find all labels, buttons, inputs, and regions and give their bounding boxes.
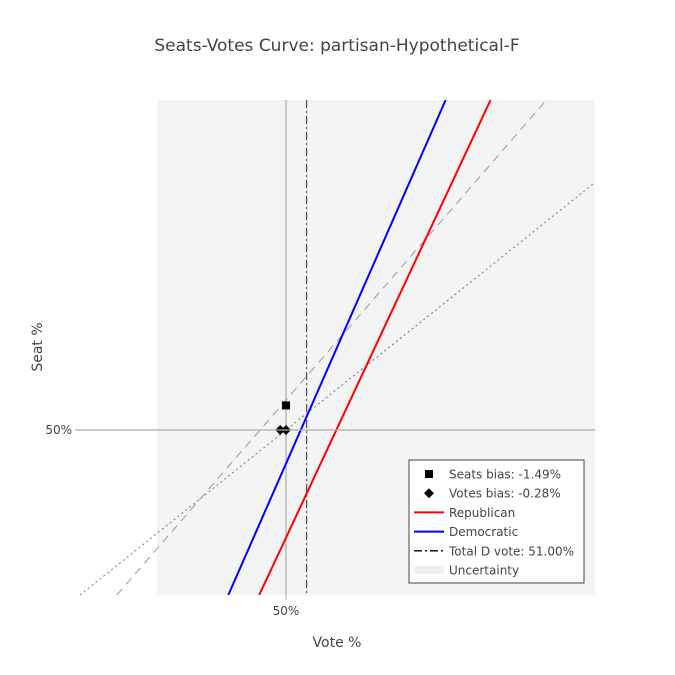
legend-entry-2: Republican <box>414 506 515 520</box>
responsive-line <box>116 100 547 595</box>
x-axis-label: Vote % <box>313 635 362 651</box>
chart-title: Seats-Votes Curve: partisan-Hypothetical… <box>154 36 519 56</box>
legend-label: Votes bias: -0.28% <box>449 487 561 501</box>
legend-label: Total D vote: 51.00% <box>448 544 574 558</box>
x-tick-label: 50% <box>273 604 300 618</box>
legend-symbol <box>425 470 433 478</box>
legend-box <box>408 459 585 584</box>
legend: Seats bias: -1.49% Votes bias: -0.28% Repu… <box>408 459 585 584</box>
legend-entry-5: Uncertainty <box>414 564 519 578</box>
legend-entry-3: Democratic <box>414 525 518 539</box>
axes: 50% 50% <box>45 423 595 618</box>
seats-bias-marker-0 <box>282 401 290 410</box>
proportional-line <box>80 181 595 595</box>
legend-symbol <box>414 566 444 574</box>
legend-entry-1: Votes bias: -0.28% <box>424 487 561 501</box>
legend-label: Uncertainty <box>449 564 519 578</box>
y-axis-label: Seat % <box>30 322 46 371</box>
legend-label: Seats bias: -1.49% <box>449 468 561 482</box>
series-line-republican <box>258 100 492 595</box>
plot-area <box>80 100 595 595</box>
legend-entry-4: Total D vote: 51.00% <box>414 544 574 558</box>
legend-label: Republican <box>449 506 515 520</box>
legend-label: Democratic <box>449 525 518 539</box>
legend-symbol <box>424 488 434 499</box>
series-line-democratic <box>227 100 447 595</box>
y-tick-label: 50% <box>45 423 72 437</box>
legend-entry-0: Seats bias: -1.49% <box>425 468 561 482</box>
